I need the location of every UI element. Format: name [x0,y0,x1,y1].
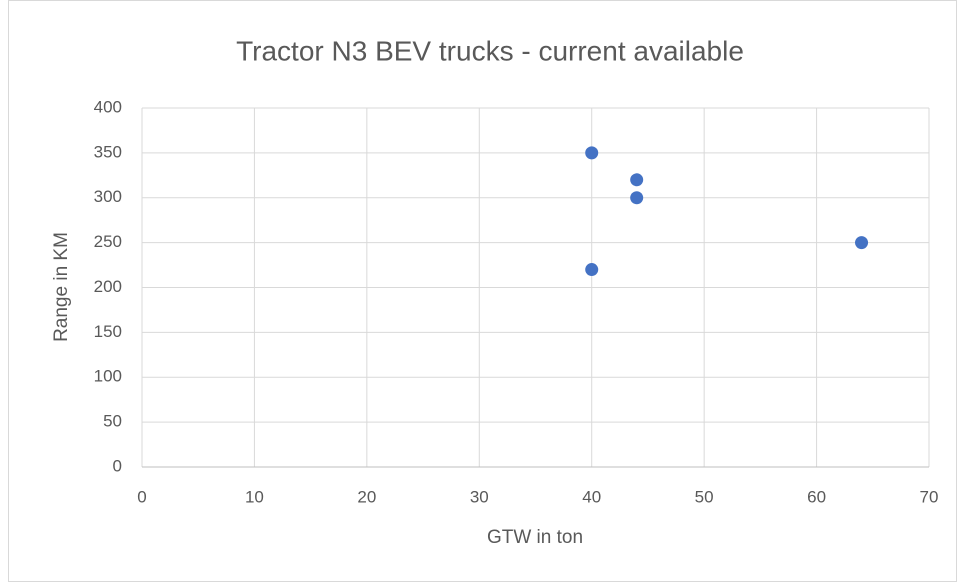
y-tick-label: 400 [94,97,122,116]
y-tick-label: 350 [94,142,122,161]
y-tick-label: 300 [94,187,122,206]
y-tick-label: 250 [94,232,122,251]
chart-border [8,0,957,582]
point [630,191,644,205]
point [630,173,644,187]
y-axis-label: Range in KM [51,232,72,342]
y-tick-label: 100 [94,367,122,386]
chart-title: Tractor N3 BEV trucks - current availabl… [236,35,744,66]
y-tick-label: 200 [94,277,122,296]
y-tick-label: 50 [103,412,122,431]
x-tick-label: 30 [470,487,489,506]
x-tick-label: 70 [920,487,939,506]
y-tick-label: 150 [94,322,122,341]
x-tick-label: 0 [137,487,146,506]
point [585,146,599,160]
x-tick-label: 40 [582,487,601,506]
x-axis-label: GTW in ton [487,527,583,548]
x-tick-label: 10 [245,487,264,506]
x-tick-label: 20 [357,487,376,506]
x-tick-label: 60 [807,487,826,506]
x-tick-label: 50 [695,487,714,506]
point [855,236,869,250]
point [585,263,599,277]
y-tick-label: 0 [113,456,122,475]
